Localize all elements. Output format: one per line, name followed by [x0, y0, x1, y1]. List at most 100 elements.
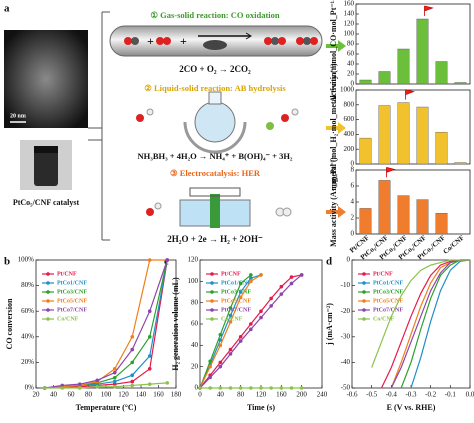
- point: [147, 258, 152, 262]
- arrows: [326, 40, 346, 218]
- point: [147, 309, 152, 314]
- bar: [359, 137, 372, 165]
- y-tick-label: 40: [347, 60, 355, 68]
- legend-marker: [46, 281, 50, 285]
- point: [130, 383, 135, 388]
- bracket: [88, 11, 110, 241]
- point: [77, 386, 82, 390]
- legend-label: PtCo7/CNF: [373, 307, 403, 313]
- point: [218, 364, 223, 369]
- legend-label: PtCo7/CNF: [57, 307, 87, 313]
- flag-icon: [386, 167, 396, 178]
- legend-marker: [46, 317, 50, 321]
- vial: [34, 150, 58, 186]
- y-tick-label: 6: [351, 182, 355, 190]
- series-line: [199, 274, 252, 389]
- point: [130, 379, 135, 384]
- flag-icon: [424, 5, 434, 16]
- catalyst-label: PtCo₅/CNF catalyst: [13, 198, 80, 207]
- point: [259, 309, 263, 314]
- y-tick-label: 120: [344, 20, 355, 28]
- point: [218, 360, 223, 365]
- y-tick-label: 8: [351, 166, 355, 174]
- series-line: [371, 259, 470, 368]
- x-tick-label: 0.0: [466, 391, 474, 399]
- point: [238, 386, 243, 390]
- y-tick-label: 100%: [18, 256, 35, 264]
- x-tick-label: -0.6: [346, 391, 358, 399]
- point: [228, 313, 233, 318]
- legend-label: PtCo1/CNF: [57, 280, 87, 286]
- x-tick-label: 160: [276, 391, 287, 399]
- x-tick-label: 0: [198, 391, 202, 399]
- point: [249, 273, 253, 277]
- y-tick-label: 160: [344, 0, 355, 8]
- point: [279, 386, 284, 390]
- y-tick-label: 200: [344, 145, 355, 153]
- point: [112, 384, 117, 389]
- y-tick-label: 60: [191, 320, 199, 328]
- x-tick-label: -0.5: [366, 391, 378, 399]
- point: [77, 382, 82, 386]
- legend-marker: [210, 272, 214, 276]
- x-tick-label: 20: [33, 391, 41, 399]
- plot-frame: [355, 169, 471, 235]
- y-tick-label: 20: [347, 70, 355, 78]
- y-tick-label: 0: [351, 80, 355, 88]
- reaction-equation: 2H₂O + 2e → H₂ + 2OH⁻: [167, 234, 263, 244]
- point: [289, 281, 294, 286]
- y-tick-label: -30: [341, 332, 351, 340]
- bar: [435, 131, 448, 165]
- point: [269, 296, 273, 301]
- y-tick-label: 1000: [340, 86, 355, 94]
- point: [112, 375, 117, 380]
- series-line: [390, 259, 470, 389]
- y-tick-label: 0: [351, 160, 355, 168]
- point: [208, 359, 212, 364]
- bar: [397, 102, 410, 165]
- point: [208, 386, 212, 390]
- x-tick-label: -0.1: [445, 391, 457, 399]
- y-tick-label: 40%: [21, 332, 34, 340]
- bar: [416, 18, 429, 85]
- point: [259, 386, 263, 390]
- x-tick-label: 40: [50, 391, 58, 399]
- legend-marker: [362, 272, 366, 276]
- y-tick-label: 400: [344, 130, 355, 138]
- x-tick-label: 200: [296, 391, 307, 399]
- y-tick-label: -10: [341, 281, 351, 289]
- point: [218, 386, 223, 390]
- legend-marker: [362, 299, 366, 303]
- series-line: [380, 259, 470, 389]
- point: [218, 343, 223, 348]
- x-tick-label: 40: [217, 391, 225, 399]
- point: [218, 338, 223, 342]
- legend-marker: [362, 317, 366, 321]
- bar: [397, 195, 410, 235]
- legend-label: PtCo1/CNF: [373, 280, 403, 286]
- point: [95, 378, 100, 383]
- y-tick-label: 80: [191, 298, 199, 306]
- y-tick-label: 80%: [21, 281, 34, 289]
- x-axis-label: E (V vs. RHE): [387, 403, 436, 412]
- legend-label: PtCo7/CNF: [221, 307, 251, 313]
- x-tick-label: -0.3: [405, 391, 417, 399]
- bar: [397, 48, 410, 85]
- legend-marker: [210, 299, 214, 303]
- legend-label: PtCo5/CNF: [373, 298, 403, 304]
- legend-label: PtCo3/CNF: [57, 289, 87, 295]
- legend-label: Co/CNF: [373, 316, 395, 322]
- y-tick-label: 140: [344, 10, 355, 18]
- point: [112, 367, 117, 371]
- point: [259, 315, 263, 320]
- bar: [435, 61, 448, 85]
- point: [130, 335, 135, 339]
- point: [130, 360, 135, 365]
- point: [130, 373, 135, 378]
- y-axis-label: j (mA·cm⁻²): [325, 303, 334, 346]
- svg-text:+: +: [180, 34, 187, 48]
- reaction-title: ① Gas-solid reaction: CO oxidation: [150, 10, 280, 20]
- point: [147, 335, 152, 339]
- point: [249, 386, 253, 390]
- point: [198, 386, 202, 390]
